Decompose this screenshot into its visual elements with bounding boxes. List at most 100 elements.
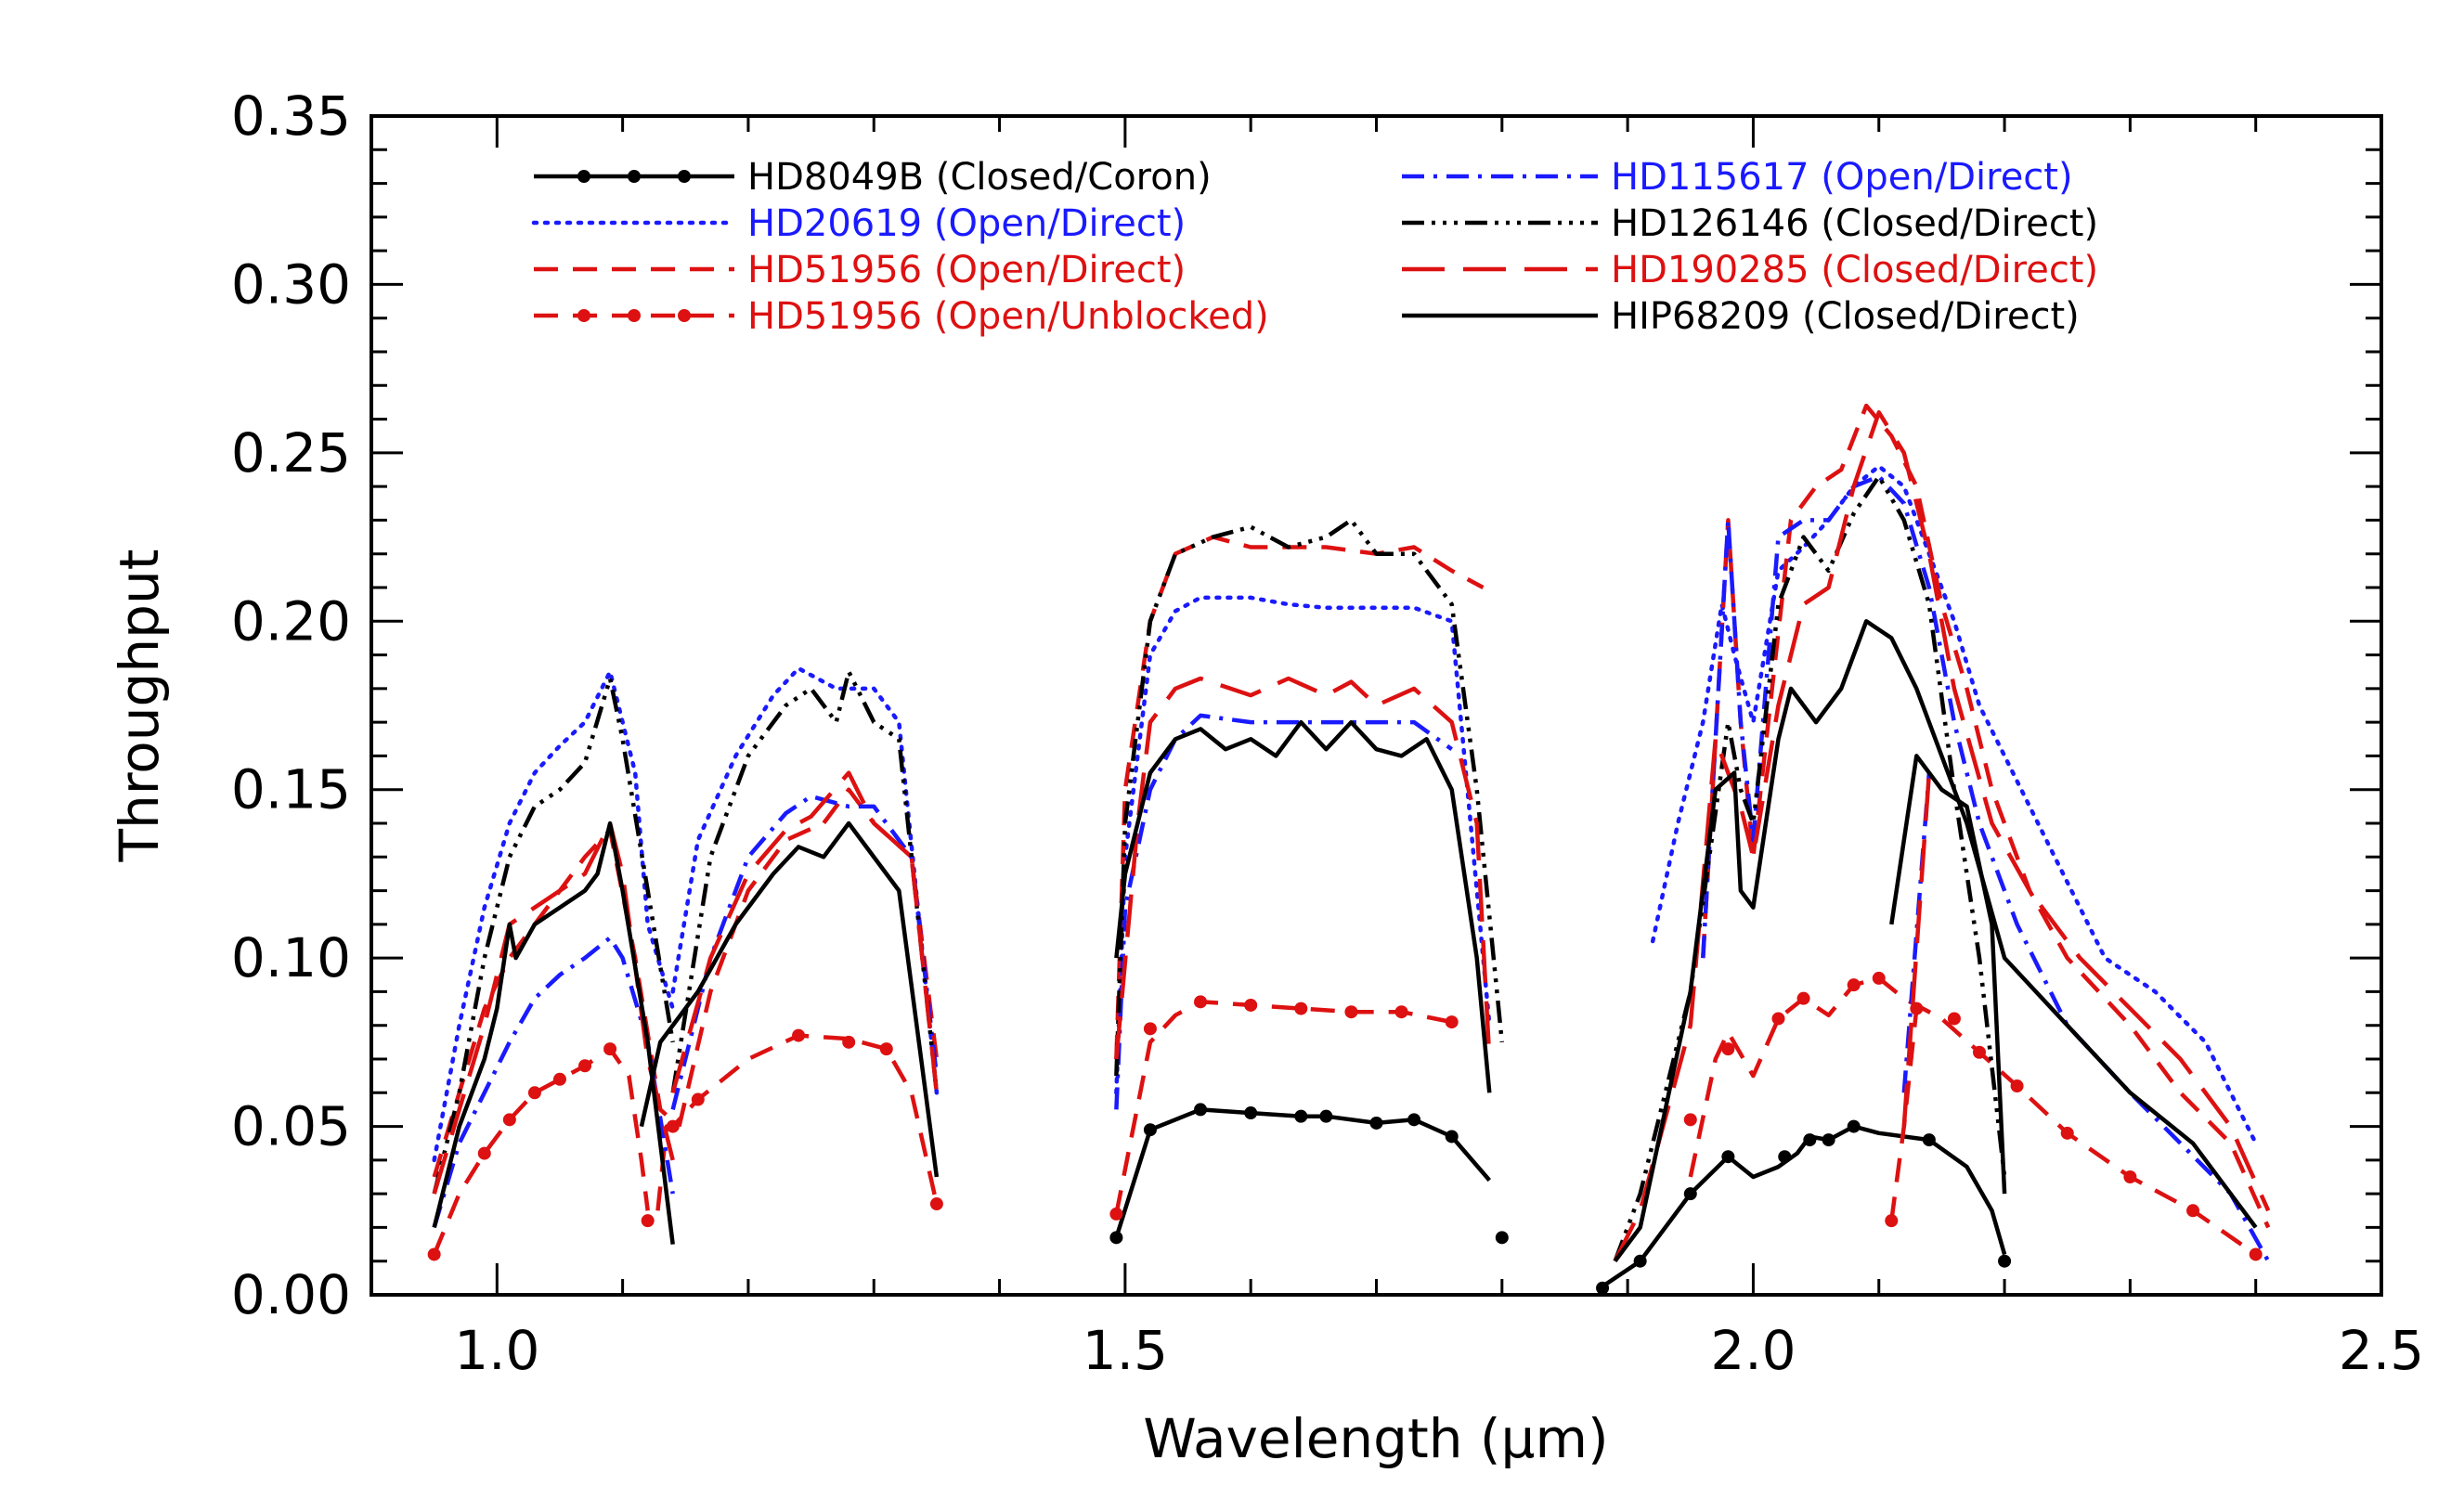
- x-tick-label: 2.5: [2339, 1319, 2424, 1382]
- data-point: [2060, 1126, 2074, 1140]
- data-point: [2010, 1079, 2024, 1093]
- series-line: [1114, 1107, 1492, 1238]
- data-point: [1885, 1214, 1899, 1228]
- data-point: [1778, 1150, 1792, 1164]
- legend-label: HD126146 (Closed/Direct): [1611, 202, 2098, 245]
- series-line: [670, 666, 940, 1095]
- legend-item: HD8049B (Closed/Coron): [534, 156, 1212, 199]
- data-point: [792, 1028, 806, 1042]
- series-line: [1114, 1000, 1453, 1215]
- data-point: [1847, 1119, 1861, 1133]
- data-point: [1344, 1005, 1358, 1019]
- data-point: [1872, 971, 1886, 985]
- series-line: [432, 669, 675, 1163]
- data-point: [603, 1042, 617, 1056]
- data-point: [641, 1214, 655, 1228]
- data-point: [578, 1059, 592, 1073]
- data-point: [1244, 1106, 1258, 1120]
- series-line: [1114, 518, 1505, 1077]
- data-point: [879, 1042, 893, 1056]
- data-point: [929, 1197, 943, 1211]
- data-point: [1683, 1113, 1697, 1127]
- series-line: [670, 794, 940, 1110]
- legend-marker: [678, 170, 691, 183]
- data-point: [502, 1113, 516, 1127]
- data-point: [2249, 1247, 2263, 1261]
- data-point: [1973, 1045, 1986, 1059]
- y-axis-title: Throughput: [108, 549, 171, 863]
- legend-marker: [577, 170, 590, 183]
- series-line: [432, 821, 675, 1195]
- data-point: [1495, 1231, 1509, 1245]
- x-tick-label: 1.0: [454, 1319, 539, 1382]
- series-hip68209-closed-direct: [432, 619, 2258, 1263]
- data-point: [552, 1072, 566, 1086]
- legend-item: HD51956 (Open/Unblocked): [534, 295, 1269, 338]
- data-point: [1109, 1231, 1123, 1245]
- series-line: [1701, 474, 2271, 1262]
- series-line: [1889, 754, 2007, 1195]
- legend-item: HD51956 (Open/Direct): [534, 249, 1186, 291]
- data-point: [1109, 1207, 1123, 1221]
- legend-label: HD51956 (Open/Unblocked): [747, 295, 1269, 338]
- legend-item: HIP68209 (Closed/Direct): [1402, 295, 2080, 338]
- data-point: [1194, 1103, 1208, 1117]
- data-point: [477, 1146, 491, 1160]
- series-line: [670, 669, 940, 1093]
- series-line: [670, 770, 940, 1093]
- data-point: [1244, 998, 1258, 1012]
- y-tick-label: 0.15: [231, 758, 351, 821]
- data-point: [1394, 1005, 1408, 1019]
- data-point: [1910, 1002, 1924, 1015]
- data-point: [1633, 1254, 1647, 1268]
- data-point: [1847, 978, 1861, 992]
- series-line: [1599, 1124, 2007, 1290]
- data-point: [1369, 1116, 1383, 1130]
- series-line: [432, 821, 675, 1245]
- data-point: [427, 1247, 441, 1261]
- data-point: [1998, 1254, 2012, 1268]
- legend-label: HIP68209 (Closed/Direct): [1611, 295, 2080, 338]
- series-lines: [427, 403, 2271, 1295]
- data-point: [1796, 991, 1810, 1005]
- data-point: [1294, 1002, 1308, 1015]
- series-hd126146-closed-direct: [432, 474, 2007, 1262]
- series-line: [1114, 713, 1454, 1110]
- data-point: [1721, 1042, 1735, 1056]
- data-point: [1922, 1133, 1936, 1147]
- legend: HD8049B (Closed/Coron)HD20619 (Open/Dire…: [531, 156, 2098, 338]
- series-line: [1114, 676, 1492, 1060]
- legend-label: HD51956 (Open/Direct): [747, 249, 1186, 291]
- legend-item: HD190285 (Closed/Direct): [1402, 249, 2098, 291]
- series-line: [655, 1033, 940, 1211]
- legend-marker: [678, 309, 691, 322]
- legend-label: HD190285 (Closed/Direct): [1611, 249, 2098, 291]
- legend-marker: [577, 309, 590, 322]
- data-point: [1947, 1012, 1961, 1026]
- series-line: [1613, 410, 2271, 1262]
- data-point: [1596, 1281, 1610, 1295]
- legend-label: HD115617 (Open/Direct): [1611, 156, 2073, 199]
- series-line: [432, 676, 675, 1195]
- plot-frame: [370, 114, 2383, 1297]
- series-line: [1650, 464, 2258, 1145]
- y-tick-label: 0.20: [231, 589, 351, 653]
- data-point: [1683, 1187, 1697, 1201]
- data-point: [691, 1092, 705, 1106]
- series-line: [1114, 535, 1485, 1060]
- legend-marker: [628, 170, 641, 183]
- y-tick-label: 0.30: [231, 252, 351, 316]
- data-point: [527, 1086, 541, 1100]
- tick-marks: [370, 114, 2383, 1297]
- series-hd190285-closed-direct: [432, 410, 2271, 1262]
- series-line: [1114, 595, 1492, 1095]
- data-point: [1822, 1133, 1835, 1147]
- y-tick-label: 0.05: [231, 1095, 351, 1158]
- x-tick-label: 1.5: [1083, 1319, 1168, 1382]
- series-hd8049b-closed-coron: [1109, 1103, 2012, 1295]
- series-line: [1613, 619, 2258, 1263]
- data-point: [1319, 1109, 1333, 1123]
- y-tick-label: 0.35: [231, 84, 351, 148]
- data-point: [1771, 1012, 1785, 1026]
